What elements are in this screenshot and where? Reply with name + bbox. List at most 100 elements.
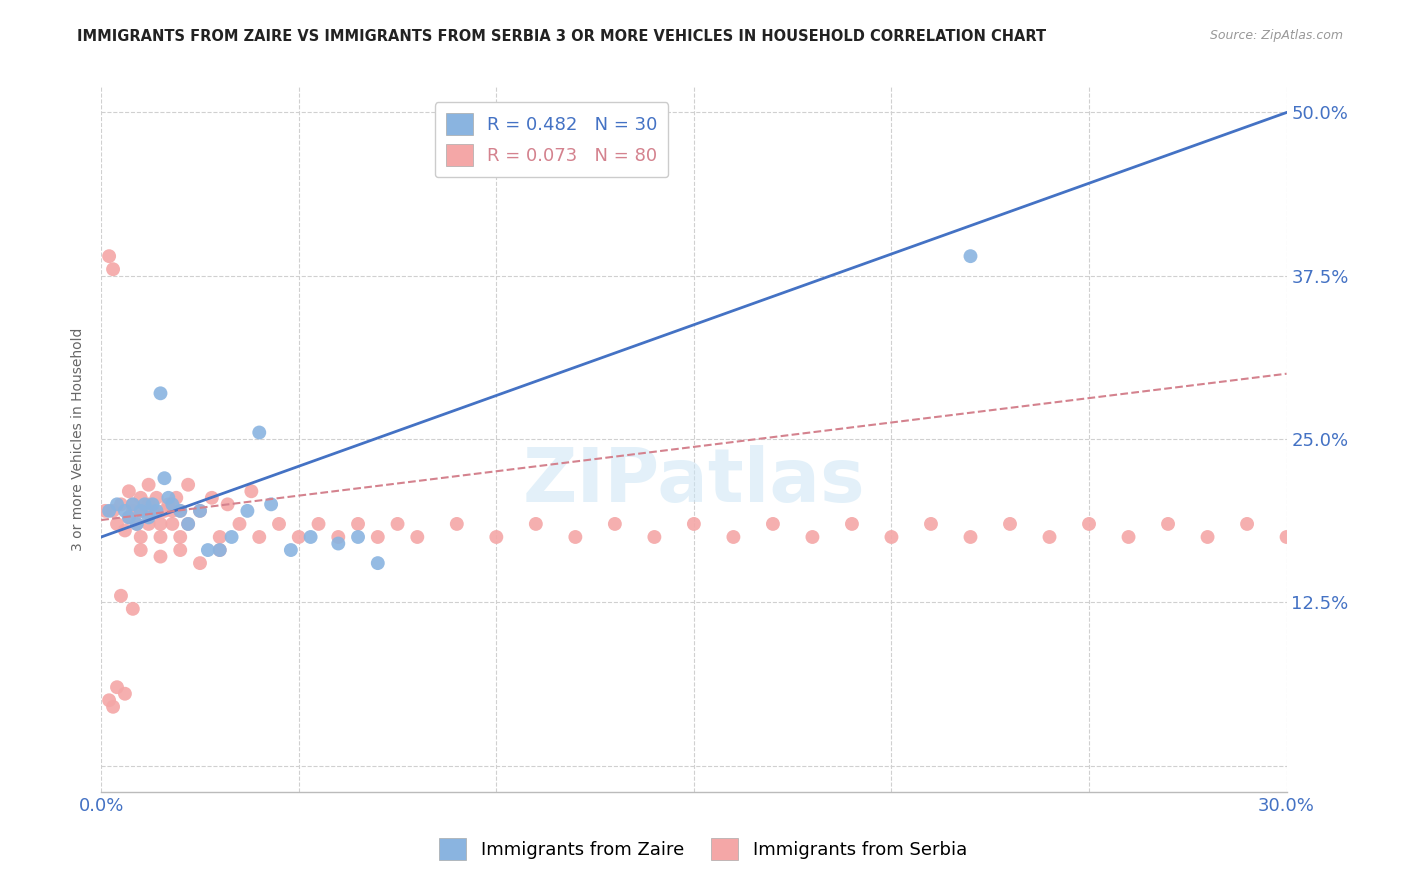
Point [959,249,981,263]
Point [134,497,156,511]
Point [105,516,128,531]
Point [959,530,981,544]
Point [121,602,143,616]
Point [129,504,152,518]
Y-axis label: 3 or more Vehicles in Household: 3 or more Vehicles in Household [72,327,86,550]
Point [387,516,409,531]
Point [208,543,231,558]
Point [138,516,160,531]
Point [118,510,141,524]
Point [114,524,136,538]
Point [603,516,626,531]
Point [129,530,152,544]
Point [228,516,250,531]
Point [367,556,389,570]
Point [129,543,152,558]
Point [169,530,191,544]
Point [247,425,270,440]
Point [169,504,191,518]
Point [105,680,128,694]
Point [217,497,239,511]
Point [208,543,231,558]
Point [287,530,309,544]
Point [1078,516,1101,531]
Point [308,516,330,531]
Point [177,516,200,531]
Point [188,504,211,518]
Point [998,516,1021,531]
Point [125,516,148,531]
Point [920,516,942,531]
Point [153,471,176,485]
Point [145,504,167,518]
Point [406,530,429,544]
Text: ZIPatlas: ZIPatlas [523,445,865,518]
Point [1118,530,1140,544]
Legend: Immigrants from Zaire, Immigrants from Serbia: Immigrants from Zaire, Immigrants from S… [432,830,974,867]
Point [94,504,117,518]
Point [138,477,160,491]
Point [1236,516,1258,531]
Point [328,536,350,550]
Legend: R = 0.482   N = 30, R = 0.073   N = 80: R = 0.482 N = 30, R = 0.073 N = 80 [434,103,668,178]
Point [101,699,124,714]
Point [145,491,167,505]
Point [153,504,176,518]
Point [177,516,200,531]
Point [114,687,136,701]
Point [157,497,180,511]
Point [134,504,156,518]
Point [121,504,143,518]
Point [485,530,508,544]
Text: Source: ZipAtlas.com: Source: ZipAtlas.com [1209,29,1343,43]
Point [221,530,243,544]
Point [201,491,224,505]
Point [841,516,863,531]
Point [142,497,165,511]
Point [247,530,270,544]
Point [177,477,200,491]
Point [157,491,180,505]
Point [267,516,290,531]
Point [169,543,191,558]
Point [188,504,211,518]
Point [169,504,191,518]
Point [1197,530,1219,544]
Point [880,530,903,544]
Point [564,530,586,544]
Point [149,516,172,531]
Point [1038,530,1060,544]
Point [1157,516,1180,531]
Point [162,497,184,511]
Text: IMMIGRANTS FROM ZAIRE VS IMMIGRANTS FROM SERBIA 3 OR MORE VEHICLES IN HOUSEHOLD : IMMIGRANTS FROM ZAIRE VS IMMIGRANTS FROM… [77,29,1046,45]
Point [208,530,231,544]
Point [236,504,259,518]
Point [683,516,706,531]
Point [125,516,148,531]
Point [98,693,121,707]
Point [105,497,128,511]
Point [121,497,143,511]
Point [110,589,132,603]
Point [101,504,124,518]
Point [118,484,141,499]
Point [1275,530,1298,544]
Point [367,530,389,544]
Point [197,543,219,558]
Point [328,530,350,544]
Point [129,504,152,518]
Point [138,497,160,511]
Point [121,497,143,511]
Point [762,516,785,531]
Point [129,491,152,505]
Point [347,516,370,531]
Point [347,530,370,544]
Point [114,504,136,518]
Point [723,530,745,544]
Point [138,510,160,524]
Point [299,530,322,544]
Point [801,530,824,544]
Point [280,543,302,558]
Point [162,504,184,518]
Point [118,510,141,524]
